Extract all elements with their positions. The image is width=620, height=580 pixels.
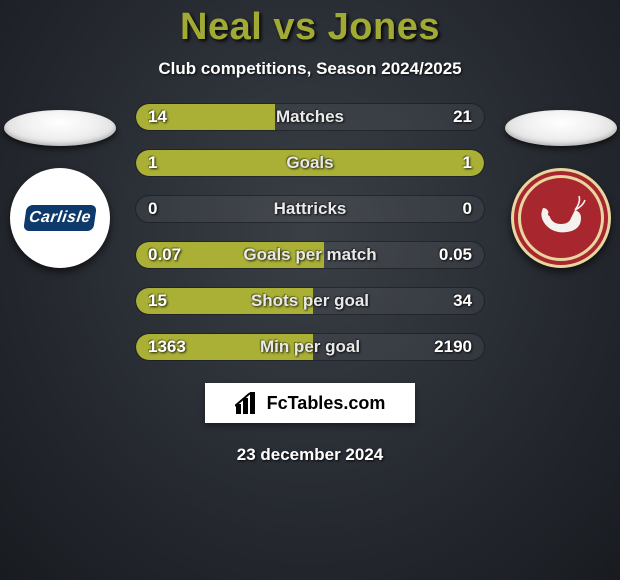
stat-right-value: 21 — [453, 104, 472, 130]
stat-label: Min per goal — [136, 334, 484, 360]
fctables-logo: FcTables.com — [205, 383, 415, 423]
stat-right-value: 0 — [463, 196, 472, 222]
stat-right-value: 34 — [453, 288, 472, 314]
stat-row: 0 Hattricks 0 — [135, 195, 485, 223]
stat-row: 1 Goals 1 — [135, 149, 485, 177]
logo-text: FcTables.com — [267, 393, 386, 414]
left-team-badge: Carlisle — [10, 168, 110, 268]
stat-row: 0.07 Goals per match 0.05 — [135, 241, 485, 269]
right-team-badge — [511, 168, 611, 268]
stat-right-value: 0.05 — [439, 242, 472, 268]
left-team-column: Carlisle — [2, 110, 117, 268]
date-label: 23 december 2024 — [237, 445, 384, 465]
content-root: Neal vs Jones Club competitions, Season … — [0, 0, 620, 580]
stat-label: Goals per match — [136, 242, 484, 268]
stat-bars: 14 Matches 21 1 Goals 1 0 Hattricks 0 0.… — [135, 103, 485, 361]
stat-right-value: 1 — [463, 150, 472, 176]
page-title: Neal vs Jones — [180, 6, 440, 49]
right-team-column — [503, 110, 618, 268]
subtitle: Club competitions, Season 2024/2025 — [158, 59, 461, 79]
right-player-oval — [505, 110, 617, 146]
stat-right-value: 2190 — [434, 334, 472, 360]
stat-label: Hattricks — [136, 196, 484, 222]
stat-row: 1363 Min per goal 2190 — [135, 333, 485, 361]
left-team-badge-label: Carlisle — [23, 205, 96, 231]
left-player-oval — [4, 110, 116, 146]
stat-row: 14 Matches 21 — [135, 103, 485, 131]
right-team-badge-ring — [518, 175, 604, 261]
stat-label: Goals — [136, 150, 484, 176]
logo-bars-icon — [235, 392, 261, 414]
stat-label: Shots per goal — [136, 288, 484, 314]
stat-row: 15 Shots per goal 34 — [135, 287, 485, 315]
stat-label: Matches — [136, 104, 484, 130]
